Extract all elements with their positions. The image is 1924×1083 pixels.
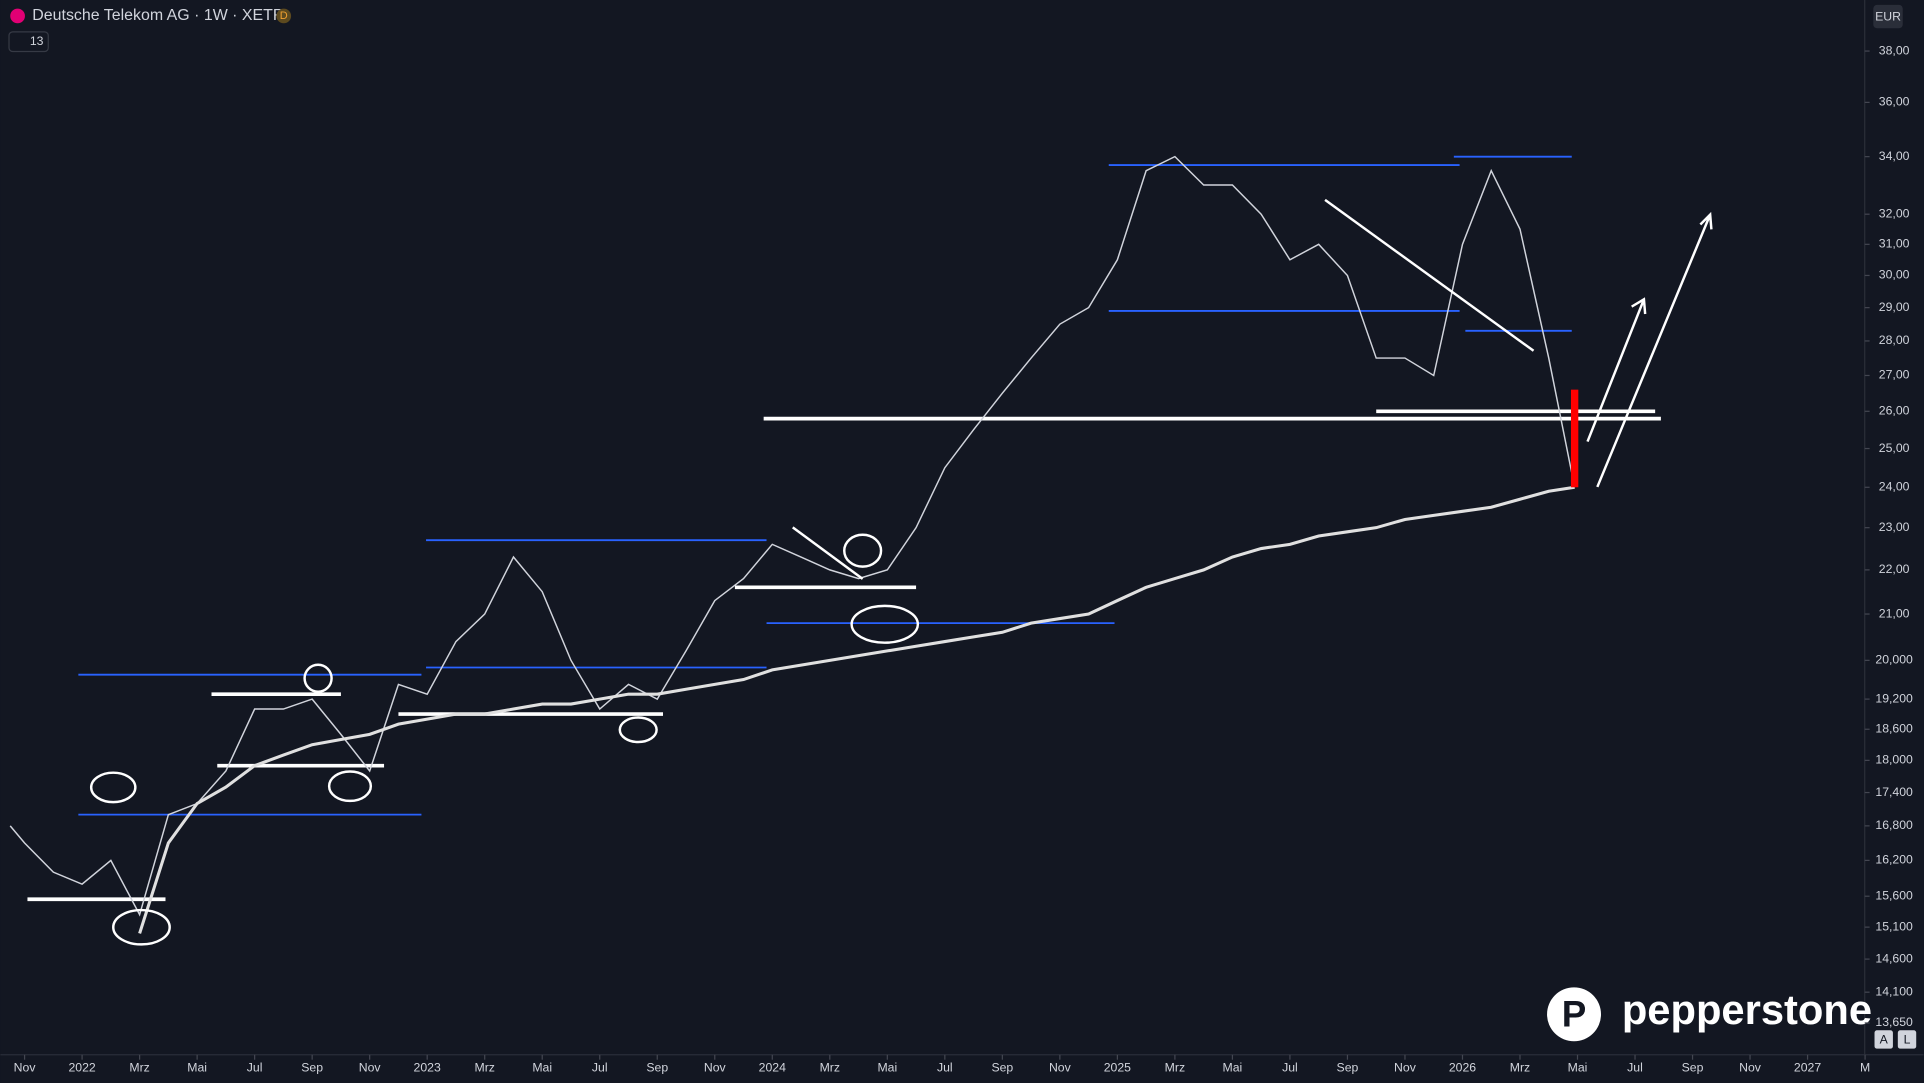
y-tick-label: 26,00	[1879, 404, 1910, 418]
x-tick-label: Jul	[247, 1061, 263, 1075]
log-label[interactable]: L	[1904, 1032, 1911, 1046]
x-tick-label: 2023	[414, 1061, 441, 1075]
y-tick-label: 15,600	[1875, 888, 1913, 902]
arrow	[1586, 297, 1647, 442]
auto-label[interactable]: A	[1880, 1032, 1889, 1046]
y-tick-label: 23,00	[1879, 520, 1910, 534]
circle-mark	[327, 770, 373, 803]
x-tick-label: Mrz	[1510, 1061, 1530, 1075]
y-tick-label: 34,00	[1879, 149, 1910, 163]
x-tick-label: 2027	[1794, 1061, 1821, 1075]
x-tick-label: 2026	[1449, 1061, 1476, 1075]
badge-bg	[276, 8, 292, 24]
y-tick-label: 18,600	[1875, 721, 1913, 735]
y-tick-label: 16,800	[1875, 818, 1913, 832]
y-tick-label: 38,00	[1879, 43, 1910, 57]
y-tick-label: 16,200	[1875, 853, 1913, 867]
x-tick-label: 2025	[1104, 1061, 1131, 1075]
x-tick-label: Jul	[592, 1061, 608, 1075]
x-tick-label: Sep	[1337, 1061, 1359, 1075]
x-tick-label: Nov	[704, 1061, 727, 1075]
x-tick-label: Mrz	[1165, 1061, 1185, 1075]
x-tick-label: Nov	[1394, 1061, 1417, 1075]
x-tick-label: M	[1860, 1061, 1870, 1075]
y-tick-label: 25,00	[1879, 441, 1910, 455]
auto-button[interactable]	[1874, 1030, 1893, 1049]
y-tick-label: 28,00	[1879, 333, 1910, 347]
x-tick-label: 2022	[68, 1061, 95, 1075]
y-tick-label: 17,400	[1875, 785, 1913, 799]
y-tick-label: 19,200	[1875, 691, 1913, 705]
x-tick-label: Mai	[1568, 1061, 1588, 1075]
logo	[10, 8, 25, 24]
circle-mark	[843, 533, 883, 568]
x-tick-label: Nov	[14, 1061, 37, 1075]
moving-average	[138, 485, 1575, 934]
y-tick-label: 22,00	[1879, 562, 1910, 576]
currency-button[interactable]	[1873, 4, 1903, 29]
x-tick-label: 2024	[759, 1061, 786, 1075]
currency[interactable]: EUR	[1875, 9, 1901, 23]
y-tick-label: 20,000	[1875, 653, 1913, 667]
x-tick-label: Sep	[301, 1061, 323, 1075]
badge: D	[280, 10, 288, 22]
circle-mark	[850, 604, 920, 644]
y-tick-label: 30,00	[1879, 268, 1910, 282]
x-tick-label: Mrz	[129, 1061, 149, 1075]
log-button[interactable]	[1897, 1030, 1917, 1049]
brand: pepperstone	[1622, 986, 1872, 1033]
y-tick-label: 13,650	[1875, 1015, 1913, 1029]
last-candle	[1570, 389, 1579, 488]
x-tick-label: Sep	[646, 1061, 668, 1075]
x-tick-label: Mai	[532, 1061, 552, 1075]
x-tick-label: Nov	[1049, 1061, 1072, 1075]
x-tick-label: Nov	[1739, 1061, 1762, 1075]
x-tick-label: Jul	[1282, 1061, 1298, 1075]
x-tick-label: Mrz	[474, 1061, 494, 1075]
x-tick-label: Jul	[937, 1061, 953, 1075]
y-tick-label: 31,00	[1879, 237, 1910, 251]
annotations	[89, 198, 1713, 946]
x-tick-label: Mai	[877, 1061, 897, 1075]
x-tick-label: Jul	[1627, 1061, 1643, 1075]
brand-mark: P	[1562, 993, 1587, 1034]
circle-mark	[303, 663, 333, 693]
y-tick-label: 14,600	[1875, 951, 1913, 965]
trend-line	[792, 526, 864, 580]
price-line	[9, 155, 1576, 917]
y-tick-label: 21,00	[1879, 606, 1910, 620]
circle-mark	[112, 908, 171, 946]
circle-mark	[89, 771, 137, 804]
brand-logo	[1547, 987, 1602, 1042]
x-tick-label: Mrz	[820, 1061, 840, 1075]
trend-line	[1324, 198, 1535, 352]
y-tick-label: 18,000	[1875, 753, 1913, 767]
x-tick-label: Nov	[359, 1061, 382, 1075]
circle-mark	[618, 716, 658, 744]
x-tick-label: Sep	[991, 1061, 1013, 1075]
chart-title: Deutsche Telekom AG · 1W · XETR	[32, 7, 284, 24]
y-tick-label: 24,00	[1879, 480, 1910, 494]
indicator-count[interactable]: 13	[30, 34, 44, 48]
arrow	[1596, 211, 1713, 488]
y-tick-label: 27,00	[1879, 368, 1910, 382]
y-tick-label: 32,00	[1879, 206, 1910, 220]
indicator-toggle[interactable]	[8, 31, 49, 53]
x-tick-label: Mai	[1223, 1061, 1243, 1075]
x-tick-label: Sep	[1682, 1061, 1704, 1075]
y-tick-label: 15,100	[1875, 919, 1913, 933]
plot	[9, 155, 1661, 934]
x-tick-label: Mai	[187, 1061, 207, 1075]
y-tick-label: 29,00	[1879, 300, 1910, 314]
y-tick-label: 36,00	[1879, 95, 1910, 109]
y-tick-label: 14,100	[1875, 984, 1913, 998]
